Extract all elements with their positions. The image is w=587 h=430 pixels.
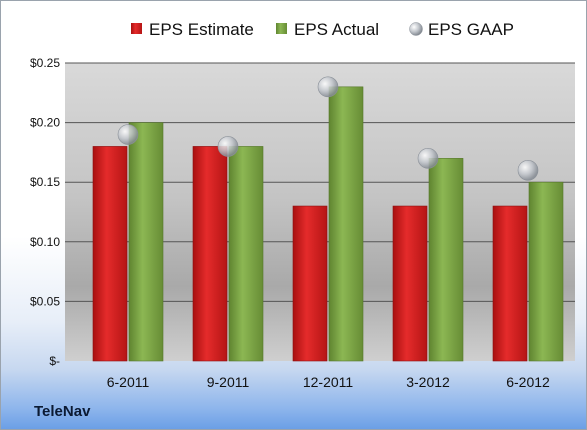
y-tick-label: $0.10 xyxy=(30,235,60,249)
company-label: TeleNav xyxy=(34,403,91,420)
eps-gaap-marker xyxy=(117,124,139,145)
legend-eps-estimate-label: EPS Estimate xyxy=(149,20,254,39)
eps-actual-bar xyxy=(128,122,164,362)
x-tick-label: 6-2012 xyxy=(506,374,550,390)
eps-estimate-bar xyxy=(92,146,128,362)
legend-eps-actual-label: EPS Actual xyxy=(294,20,379,39)
eps-estimate-bar xyxy=(292,205,328,362)
y-tick-label: $0.20 xyxy=(30,116,60,130)
x-tick-label: 9-2011 xyxy=(207,374,250,390)
y-tick-label: $0.15 xyxy=(30,175,60,189)
x-tick-label: 3-2012 xyxy=(406,374,450,390)
eps-gaap-marker xyxy=(417,148,439,169)
legend-eps-estimate-swatch xyxy=(131,23,142,34)
x-tick-label: 12-2011 xyxy=(303,374,354,390)
eps-actual-bar xyxy=(328,86,364,362)
eps-actual-bar xyxy=(228,146,264,362)
eps-actual-bar xyxy=(428,158,464,362)
eps-estimate-bar xyxy=(192,146,228,362)
y-tick-label: $0.05 xyxy=(30,294,60,308)
legend-eps-gaap-label: EPS GAAP xyxy=(428,20,514,39)
x-tick-label: 6-2011 xyxy=(107,374,150,390)
eps-estimate-bar xyxy=(492,205,528,362)
eps-estimate-bar xyxy=(392,205,428,362)
legend-eps-gaap-swatch xyxy=(409,22,423,36)
eps-gaap-marker xyxy=(317,76,339,98)
eps-actual-bar xyxy=(528,181,564,362)
y-tick-label: $- xyxy=(49,354,60,368)
y-tick-label: $0.25 xyxy=(30,56,60,70)
eps-gaap-marker xyxy=(217,136,239,157)
eps-gaap-marker xyxy=(517,159,539,181)
legend-eps-actual-swatch xyxy=(276,23,287,34)
